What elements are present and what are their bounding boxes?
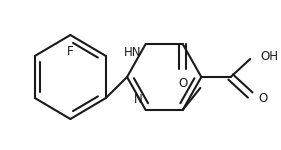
Text: O: O <box>178 77 187 90</box>
Text: N: N <box>134 93 143 106</box>
Text: F: F <box>67 45 74 58</box>
Text: HN: HN <box>124 46 142 59</box>
Text: O: O <box>258 92 267 105</box>
Text: OH: OH <box>260 51 278 63</box>
